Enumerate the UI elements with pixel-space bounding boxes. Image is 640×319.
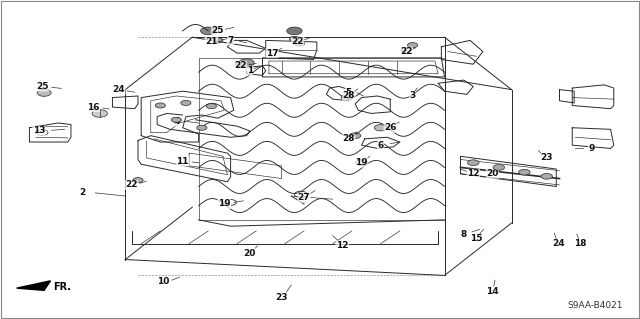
- Circle shape: [235, 62, 245, 67]
- Circle shape: [37, 89, 51, 96]
- Text: 11: 11: [177, 157, 189, 166]
- Polygon shape: [17, 281, 51, 290]
- Text: 15: 15: [470, 234, 483, 243]
- Circle shape: [408, 43, 418, 48]
- Text: 1: 1: [246, 66, 253, 75]
- Circle shape: [294, 41, 305, 46]
- Text: 26: 26: [384, 123, 397, 132]
- Circle shape: [374, 124, 387, 131]
- Circle shape: [133, 178, 143, 183]
- Text: 19: 19: [355, 158, 368, 167]
- Text: 25: 25: [212, 26, 224, 35]
- Text: 16: 16: [87, 103, 100, 112]
- Circle shape: [206, 104, 216, 109]
- Circle shape: [401, 48, 412, 52]
- Text: 22: 22: [234, 61, 246, 70]
- Text: 20: 20: [244, 249, 256, 258]
- Circle shape: [239, 59, 254, 66]
- Circle shape: [467, 160, 479, 166]
- Text: 23: 23: [275, 293, 288, 302]
- Circle shape: [541, 174, 552, 179]
- Text: FR.: FR.: [53, 282, 71, 292]
- Text: 24: 24: [113, 85, 125, 94]
- Circle shape: [493, 165, 504, 170]
- Text: 8: 8: [461, 230, 467, 239]
- Circle shape: [518, 169, 530, 175]
- Text: 22: 22: [291, 38, 304, 47]
- Text: 18: 18: [574, 239, 587, 248]
- Text: 13: 13: [33, 126, 45, 135]
- Circle shape: [289, 36, 300, 41]
- Text: 17: 17: [266, 48, 278, 58]
- Circle shape: [212, 38, 223, 43]
- Text: 22: 22: [125, 181, 138, 189]
- Circle shape: [92, 110, 108, 117]
- Circle shape: [180, 100, 191, 106]
- Text: 10: 10: [157, 277, 170, 286]
- Text: 2: 2: [79, 188, 86, 197]
- Text: 12: 12: [336, 241, 349, 250]
- Text: 20: 20: [486, 169, 499, 178]
- Text: S9AA-B4021: S9AA-B4021: [568, 301, 623, 310]
- Text: 5: 5: [346, 88, 352, 97]
- Circle shape: [349, 133, 361, 138]
- Circle shape: [341, 95, 353, 100]
- Text: 12: 12: [467, 169, 479, 178]
- Text: 24: 24: [552, 239, 564, 248]
- Text: 21: 21: [205, 38, 218, 47]
- Text: 28: 28: [342, 92, 355, 100]
- Text: 14: 14: [486, 287, 499, 296]
- Text: 4: 4: [173, 117, 179, 126]
- Text: 9: 9: [588, 144, 595, 153]
- Text: 6: 6: [378, 141, 384, 150]
- Text: 28: 28: [342, 134, 355, 143]
- Text: 22: 22: [400, 47, 412, 56]
- Text: 7: 7: [227, 36, 234, 45]
- Text: 3: 3: [410, 92, 416, 100]
- Text: 19: 19: [218, 199, 230, 208]
- Circle shape: [200, 27, 216, 35]
- Circle shape: [172, 117, 181, 122]
- Circle shape: [287, 27, 302, 35]
- Text: 23: 23: [540, 153, 553, 162]
- Circle shape: [156, 103, 166, 108]
- Text: 27: 27: [298, 193, 310, 202]
- Circle shape: [196, 125, 207, 130]
- Text: 25: 25: [36, 82, 49, 91]
